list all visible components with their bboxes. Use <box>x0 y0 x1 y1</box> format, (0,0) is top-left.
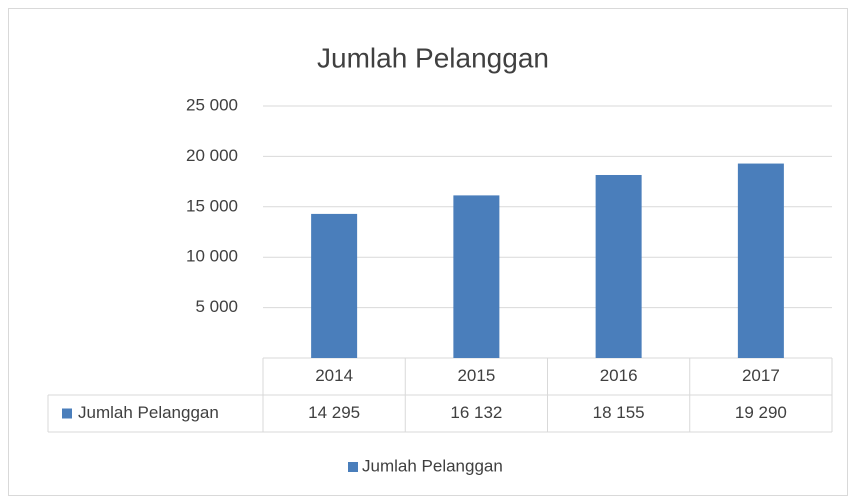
bar <box>737 163 784 358</box>
table-value: 19 290 <box>735 403 787 422</box>
table-value: 18 155 <box>593 403 645 422</box>
x-tick-label: 2014 <box>315 366 353 385</box>
bar <box>453 195 500 358</box>
bar <box>595 174 642 358</box>
table-value: 14 295 <box>308 403 360 422</box>
legend-key <box>348 462 358 472</box>
x-tick-label: 2016 <box>600 366 638 385</box>
chart-border <box>8 8 848 496</box>
table-row-label: Jumlah Pelanggan <box>78 403 219 422</box>
y-tick-label: 20 000 <box>186 146 238 165</box>
y-tick-label: 25 000 <box>186 95 238 114</box>
legend-label: Jumlah Pelanggan <box>362 456 503 475</box>
y-tick-label: 10 000 <box>186 247 238 266</box>
x-tick-label: 2015 <box>457 366 495 385</box>
legend-key <box>62 408 72 419</box>
table-value: 16 132 <box>450 403 502 422</box>
x-tick-label: 2017 <box>742 366 780 385</box>
y-tick-label: 5 000 <box>195 297 238 316</box>
chart-title: Jumlah Pelanggan <box>317 42 549 73</box>
y-tick-label: 15 000 <box>186 196 238 215</box>
bar <box>311 213 358 358</box>
